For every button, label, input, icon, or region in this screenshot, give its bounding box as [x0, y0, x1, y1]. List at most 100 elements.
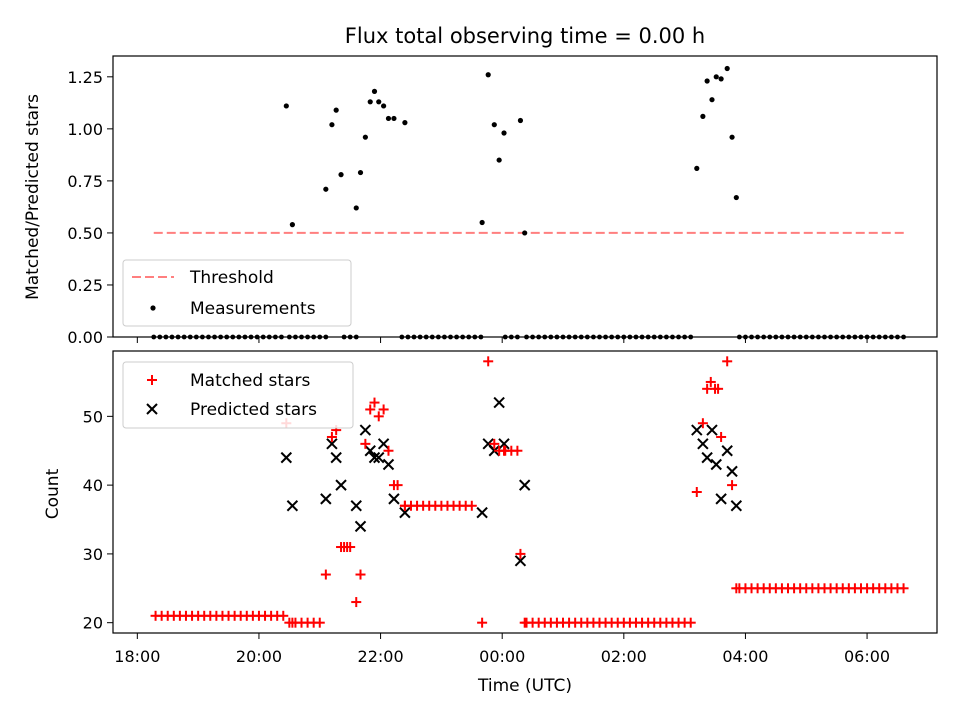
matched-star-point: [287, 617, 298, 628]
measurement-point: [478, 334, 484, 340]
predicted-star-point-b: [476, 506, 488, 519]
measurement-point: [376, 99, 382, 105]
measurement-point: [385, 115, 392, 122]
measurement-point: [609, 334, 615, 340]
measurement-point: [773, 334, 779, 340]
predicted-star-point-b: [364, 445, 376, 457]
legend-predicted-label: Predicted stars: [190, 400, 317, 420]
measurement-point: [329, 122, 335, 128]
measurement-point: [858, 334, 864, 340]
predicted-star-point: [399, 506, 411, 519]
matched-star-point: [365, 404, 376, 415]
measurement-point: [779, 334, 785, 340]
predicted-star-point: [364, 445, 376, 457]
matched-star-point: [466, 500, 477, 511]
matched-star-point: [373, 411, 384, 422]
measurement-point: [724, 65, 730, 72]
predicted-star-point: [330, 451, 342, 464]
measurement-point: [743, 334, 748, 340]
top-y-axis-label: Matched/Predicted stars: [23, 94, 43, 300]
matched-star-point: [345, 542, 356, 553]
bottom-y-tick-label: 30: [83, 545, 103, 564]
predicted-star-point: [382, 458, 395, 471]
predicted-star-point-b: [354, 520, 367, 533]
predicted-star-point-b: [286, 500, 299, 512]
matched-star-point: [716, 431, 727, 442]
predicted-star-point-b: [382, 458, 395, 471]
measurement-point: [454, 334, 459, 340]
measurement-point: [736, 334, 742, 340]
predicted-star-point: [326, 438, 338, 450]
legend-matched-swatch: [147, 375, 157, 385]
matched-star-point: [705, 376, 716, 387]
bottom-x-tick-label: 02:00: [601, 647, 647, 666]
measurement-point: [175, 334, 181, 340]
predicted-star-point-b: [715, 493, 727, 505]
predicted-star-point: [710, 458, 722, 471]
measurement-point: [522, 230, 528, 236]
measurement-point: [353, 334, 359, 340]
predicted-star-point: [350, 500, 362, 512]
bottom-x-tick-label: 22:00: [358, 647, 404, 666]
measurement-point: [496, 157, 502, 163]
measurement-point: [870, 334, 876, 340]
measurement-point: [242, 334, 248, 340]
predicted-star-point-b: [350, 500, 362, 512]
measurement-point: [311, 334, 317, 340]
predicted-star-point-b: [721, 445, 733, 457]
measurement-point: [466, 334, 472, 340]
measurement-point: [530, 334, 536, 340]
predicted-star-point-b: [368, 451, 381, 464]
matched-star-point: [351, 597, 362, 608]
measurement-point: [797, 334, 803, 340]
predicted-star-point: [373, 451, 385, 464]
measurement-point: [542, 334, 548, 340]
measurement-point: [901, 334, 906, 340]
measurement-point: [169, 334, 175, 340]
bottom-y-tick-label: 50: [83, 407, 103, 426]
measurement-point: [822, 334, 827, 340]
measurement-point: [670, 334, 675, 340]
measurement-point: [501, 130, 507, 136]
predicted-star-point: [518, 479, 531, 491]
measurement-point: [429, 334, 435, 340]
measurement-point: [694, 165, 700, 171]
measurement-point: [381, 103, 387, 109]
measurement-point: [603, 334, 608, 340]
measurement-point: [761, 334, 767, 340]
predicted-star-point: [730, 500, 743, 512]
predicted-star-point: [286, 500, 299, 512]
measurement-point: [566, 334, 572, 340]
measurement-point: [236, 334, 242, 340]
legend-measurements-label: Measurements: [190, 299, 316, 319]
predicted-star-point-b: [377, 438, 390, 450]
measurement-point: [323, 186, 329, 192]
measurement-point: [206, 334, 211, 340]
measurement-point: [639, 334, 645, 340]
measurement-point: [411, 334, 417, 340]
measurement-point: [230, 334, 236, 340]
measurement-point: [615, 334, 621, 340]
measurement-point: [163, 334, 169, 340]
bottom-x-tick-label: 20:00: [236, 647, 282, 666]
matched-star-point: [360, 438, 371, 449]
top-y-tick-label: 0.25: [67, 276, 103, 295]
measurement-point: [713, 74, 719, 80]
bottom-plot-frame: [112, 350, 938, 634]
measurement-point: [279, 334, 284, 340]
legend-matched-label: Matched stars: [190, 371, 310, 391]
measurement-point: [633, 334, 639, 340]
predicted-star-point: [354, 520, 367, 533]
top-y-tick-label: 0.00: [67, 328, 103, 347]
predicted-star-point: [726, 465, 738, 478]
measurement-point: [347, 334, 353, 340]
legend-predicted-swatch-b: [146, 403, 158, 415]
measurement-point: [399, 334, 405, 340]
predicted-star-point: [721, 445, 733, 457]
measurement-point: [151, 334, 157, 340]
measurement-point: [341, 334, 347, 340]
measurement-point: [323, 334, 329, 340]
matched-star-point: [278, 610, 289, 621]
measurement-point: [572, 334, 578, 340]
top-legend-box: [122, 259, 352, 327]
